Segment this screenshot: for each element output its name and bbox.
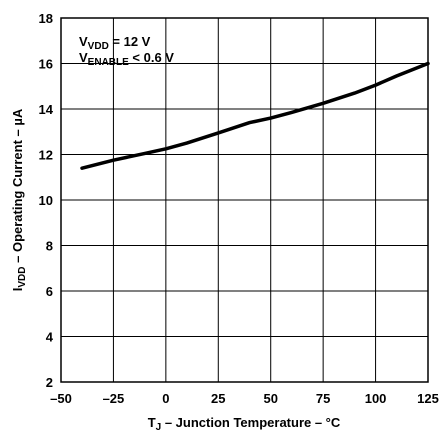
y-tick-labels: 2 4 6 8 10 12 14 16 18 xyxy=(39,11,54,390)
x-tick-label: 25 xyxy=(211,391,225,406)
plot-frame xyxy=(60,17,429,383)
x-tick-label: 50 xyxy=(263,391,277,406)
grid-lines xyxy=(61,18,428,382)
condition-annotations: VVDD = 12 V VENABLE < 0.6 V xyxy=(79,34,174,68)
series-line xyxy=(80,61,430,170)
x-tick-label: 0 xyxy=(162,391,169,406)
y-tick-label: 12 xyxy=(39,148,53,163)
y-tick-label: 18 xyxy=(39,11,53,26)
y-tick-label: 8 xyxy=(46,239,53,254)
x-tick-label: –25 xyxy=(103,391,125,406)
y-tick-label: 6 xyxy=(46,284,53,299)
x-tick-label: 125 xyxy=(417,391,439,406)
x-tick-label: 75 xyxy=(316,391,330,406)
y-tick-label: 2 xyxy=(46,375,53,390)
x-tick-label: –50 xyxy=(50,391,72,406)
y-tick-label: 14 xyxy=(39,102,54,117)
series-group xyxy=(80,61,430,170)
x-axis-label: TJ – Junction Temperature – °C xyxy=(148,415,341,433)
y-tick-label: 16 xyxy=(39,57,53,72)
y-tick-label: 10 xyxy=(39,193,53,208)
annotation-enable: VENABLE < 0.6 V xyxy=(79,50,174,68)
annotation-vdd: VVDD = 12 V xyxy=(79,34,151,52)
x-tick-labels: –50 –25 0 25 50 75 100 125 xyxy=(50,391,439,406)
x-tick-label: 100 xyxy=(365,391,387,406)
y-axis-label: IVDD – Operating Current – µA xyxy=(10,108,28,291)
y-tick-label: 4 xyxy=(46,330,54,345)
